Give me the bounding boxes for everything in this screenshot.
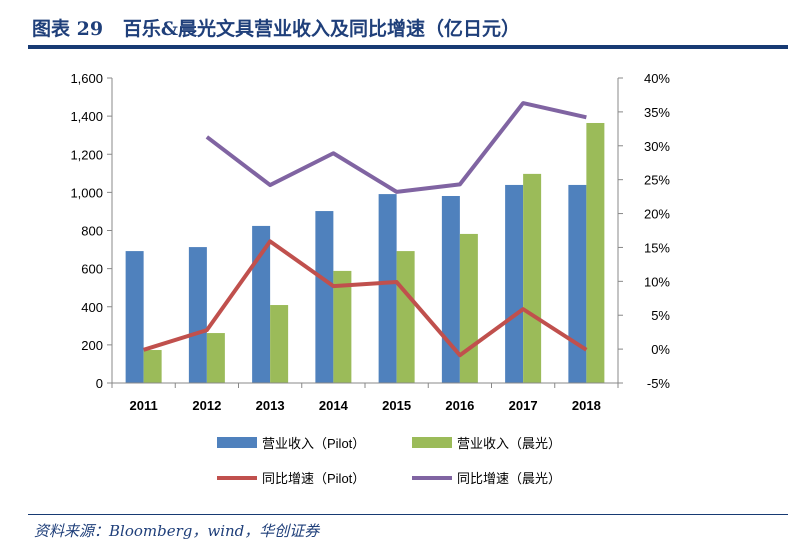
bar-chenguang-2011 [143, 350, 162, 383]
legend-swatch [217, 437, 257, 448]
left-tick-label: 1,600 [70, 71, 103, 86]
right-tick-label: 10% [644, 274, 670, 289]
bar-chenguang-2017 [523, 173, 542, 383]
x-tick-label: 2013 [256, 398, 285, 413]
x-tick-label: 2012 [192, 398, 221, 413]
bar-chenguang-2013 [270, 305, 289, 383]
x-tick-label: 2014 [319, 398, 349, 413]
bar-pilot-2016 [441, 195, 460, 383]
right-tick-label: 40% [644, 71, 670, 86]
left-tick-label: 600 [81, 262, 103, 277]
bar-pilot-2018 [568, 184, 587, 383]
left-tick-label: 400 [81, 300, 103, 315]
right-tick-label: 5% [651, 308, 670, 323]
line-chenguang-growth [205, 101, 587, 194]
left-tick-label: 200 [81, 338, 103, 353]
x-tick-label: 2015 [382, 398, 411, 413]
bar-pilot-2014 [315, 211, 334, 383]
source-rule [28, 514, 788, 515]
legend-label: 营业收入（Pilot） [262, 436, 365, 451]
right-tick-label: 35% [644, 105, 670, 120]
x-tick-label: 2011 [130, 398, 158, 413]
left-tick-label: 1,400 [70, 109, 103, 124]
right-tick-label: 25% [644, 173, 670, 188]
source-note: 资料来源：Bloomberg，wind，华创证券 [34, 522, 320, 540]
bar-chenguang-2014 [333, 270, 352, 383]
x-tick-label: 2016 [445, 398, 474, 413]
bar-pilot-2011 [125, 251, 144, 383]
legend-label: 同比增速（Pilot） [262, 471, 365, 486]
line-pilot-growth [143, 239, 588, 358]
right-tick-label: -5% [647, 376, 671, 391]
left-tick-label: 1,000 [70, 185, 103, 200]
bar-pilot-2015 [378, 194, 397, 383]
bar-chenguang-2018 [586, 122, 605, 384]
right-tick-label: 30% [644, 139, 670, 154]
legend-swatch [412, 437, 452, 448]
bar-pilot-2017 [505, 184, 524, 383]
x-tick-label: 2017 [509, 398, 538, 413]
bar-pilot-2013 [252, 225, 271, 383]
right-tick-label: 20% [644, 207, 670, 222]
chart-title: 图表 29 百乐&晨光文具营业收入及同比增速（亿日元） [32, 18, 521, 40]
bar-pilot-2012 [188, 247, 207, 383]
bar-chenguang-2012 [206, 333, 225, 383]
legend-label: 同比增速（晨光） [457, 471, 561, 486]
left-tick-label: 0 [96, 376, 103, 391]
legend-label: 营业收入（晨光） [457, 436, 561, 451]
right-tick-label: 15% [644, 240, 670, 255]
bar-chenguang-2015 [396, 251, 415, 383]
combo-chart: 0 200 400 600 800 1,000 1,200 1,400 1,600 -5% 0% 5%… [70, 71, 671, 486]
title-rule [28, 45, 788, 49]
left-tick-label: 800 [81, 224, 103, 239]
bar-chenguang-2016 [459, 233, 478, 383]
right-tick-label: 0% [651, 342, 670, 357]
x-tick-label: 2018 [572, 398, 601, 413]
left-tick-label: 1,200 [70, 147, 103, 162]
